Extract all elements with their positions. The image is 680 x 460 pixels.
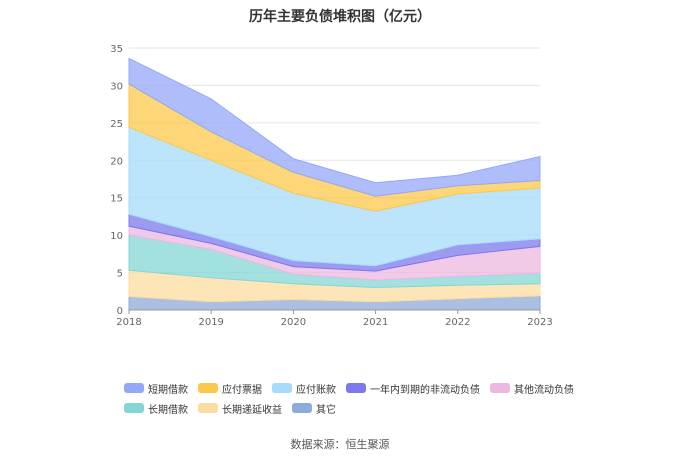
legend-row-1: 短期借款 应付票据 应付账款 一年内到期的非流动负债 其他流动负债: [124, 378, 574, 398]
y-tick-label: 0: [117, 306, 123, 317]
x-tick-label: 2020: [281, 317, 306, 328]
y-tick-label: 15: [110, 194, 123, 205]
legend-item[interactable]: 一年内到期的非流动负债: [346, 381, 480, 396]
y-tick-label: 25: [110, 119, 123, 130]
x-tick-label: 2018: [116, 317, 141, 328]
y-tick-label: 5: [117, 269, 123, 280]
legend-item[interactable]: 其他流动负债: [490, 381, 574, 396]
legend-item[interactable]: 长期递延收益: [198, 401, 282, 416]
legend-swatch-icon: [198, 383, 218, 393]
legend-swatch-icon: [292, 403, 312, 413]
legend-label: 一年内到期的非流动负债: [370, 384, 480, 396]
legend-swatch-icon: [346, 383, 366, 393]
legend-item[interactable]: 长期借款: [124, 401, 188, 416]
chart-legend: 短期借款 应付票据 应付账款 一年内到期的非流动负债 其他流动负债 长期借款 长…: [124, 378, 574, 418]
legend-swatch-icon: [198, 403, 218, 413]
legend-swatch-icon: [272, 383, 292, 393]
legend-row-2: 长期借款 长期递延收益 其它: [124, 398, 574, 418]
y-tick-label: 30: [110, 81, 123, 92]
legend-swatch-icon: [490, 383, 510, 393]
x-tick-label: 2022: [445, 317, 470, 328]
y-tick-label: 10: [110, 231, 123, 242]
legend-label: 其他流动负债: [514, 384, 574, 396]
stacked-area-chart: 0 5 10 15 20 25 30 35 2018 2019 2020 2021 2022 2023: [110, 44, 552, 328]
data-source-note: 数据来源：恒生聚源: [290, 438, 390, 451]
legend-label: 长期递延收益: [222, 404, 282, 416]
legend-label: 长期借款: [148, 404, 188, 416]
legend-swatch-icon: [124, 383, 144, 393]
legend-item[interactable]: 应付账款: [272, 381, 336, 396]
chart-title: 历年主要负债堆积图（亿元）: [249, 9, 431, 25]
legend-label: 其它: [316, 404, 336, 416]
legend-label: 短期借款: [148, 384, 188, 396]
x-tick-label: 2023: [527, 317, 552, 328]
x-tick-label: 2021: [363, 317, 388, 328]
legend-item[interactable]: 应付票据: [198, 381, 262, 396]
legend-item[interactable]: 其它: [292, 401, 336, 416]
area-series: [128, 57, 541, 197]
legend-swatch-icon: [124, 403, 144, 413]
legend-item[interactable]: 短期借款: [124, 381, 188, 396]
y-tick-label: 20: [110, 156, 123, 167]
legend-label: 应付账款: [296, 384, 336, 396]
y-tick-label: 35: [110, 44, 123, 55]
legend-label: 应付票据: [222, 384, 262, 396]
x-tick-label: 2019: [198, 317, 223, 328]
